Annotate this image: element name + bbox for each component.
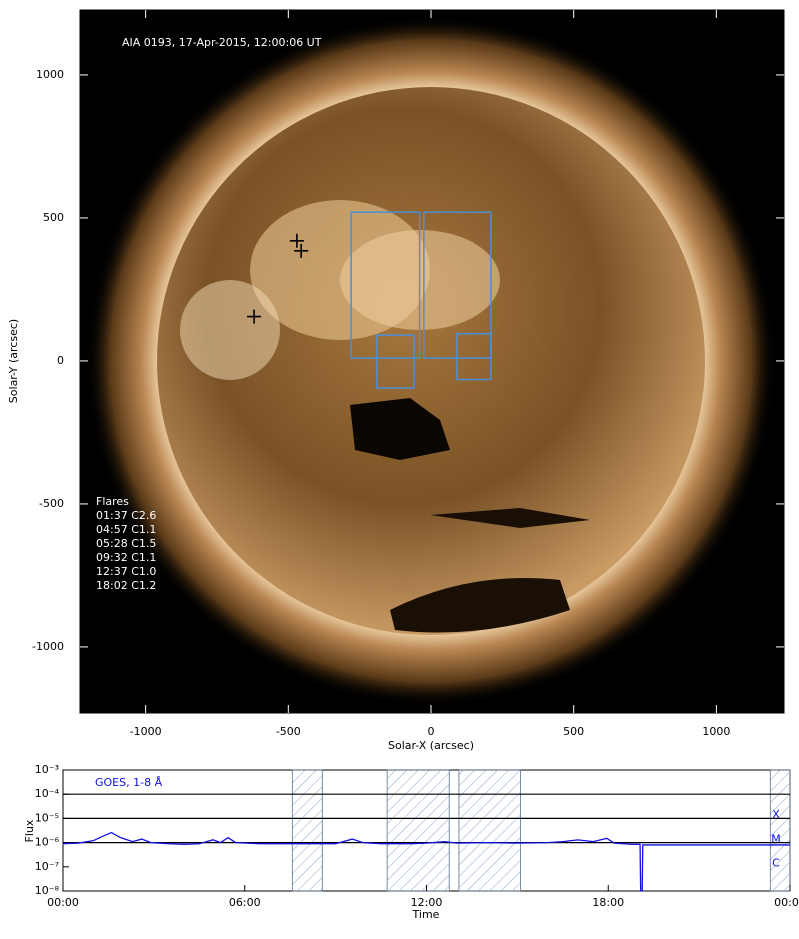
class-label: X xyxy=(772,808,780,821)
x-tick-label: 00:00 xyxy=(47,896,79,909)
coronal-hole xyxy=(350,398,450,460)
y-tick-label: 10⁻⁷ xyxy=(35,860,59,873)
flare-entry: 18:02 C1.2 xyxy=(96,579,156,592)
flux-line xyxy=(62,831,790,892)
coronal-hole xyxy=(390,578,570,633)
flare-entry: 12:37 C1.0 xyxy=(96,565,156,578)
class-label: M xyxy=(771,832,781,845)
image-title: AIA 0193, 17-Apr-2015, 12:00:06 UT xyxy=(122,36,322,49)
region-box xyxy=(455,333,492,381)
flare-entry: 01:37 C2.6 xyxy=(96,509,156,522)
coronal-hole xyxy=(430,508,590,528)
y-tick-label: 10⁻⁵ xyxy=(35,811,59,824)
y-tick-label: 0 xyxy=(57,354,64,367)
y-tick-label: -1000 xyxy=(32,640,64,653)
y-tick-label: 1000 xyxy=(36,68,64,81)
flare-marker xyxy=(294,243,309,258)
flare-entry: 04:57 C1.1 xyxy=(96,523,156,536)
flares-title: Flares xyxy=(96,495,129,508)
flare-marker xyxy=(289,233,304,248)
x-tick-label: 18:00 xyxy=(592,896,624,909)
region-box xyxy=(350,211,421,359)
x-tick-label: 12:00 xyxy=(411,896,443,909)
y-tick-label: 10⁻⁸ xyxy=(35,884,60,897)
sun-image xyxy=(86,16,776,706)
flare-entry: 09:32 C1.1 xyxy=(96,551,156,564)
shaded-interval xyxy=(291,769,323,892)
region-box xyxy=(376,334,415,389)
legend-label: GOES, 1-8 Å xyxy=(95,776,163,789)
x-tick-label: 06:00 xyxy=(229,896,261,909)
x-tick-label: -1000 xyxy=(130,725,162,738)
x-axis-label: Time xyxy=(412,908,440,921)
x-axis-label: Solar-X (arcsec) xyxy=(388,739,474,752)
image-frame xyxy=(79,9,785,714)
y-tick-label: 500 xyxy=(43,211,64,224)
y-axis-label: Solar-Y (arcsec) xyxy=(7,319,20,403)
shaded-interval xyxy=(386,769,450,892)
flare-entry: 05:28 C1.5 xyxy=(96,537,156,550)
class-label: C xyxy=(772,857,780,870)
y-tick-label: 10⁻³ xyxy=(35,763,59,776)
y-tick-label: 10⁻⁶ xyxy=(35,836,60,849)
x-tick-label: -500 xyxy=(276,725,301,738)
shaded-interval xyxy=(769,769,791,892)
x-tick-label: 00:00 xyxy=(774,896,799,909)
y-tick-label: 10⁻⁴ xyxy=(35,787,60,800)
shaded-interval xyxy=(458,769,521,892)
active-region xyxy=(180,280,280,380)
y-tick-label: -500 xyxy=(39,497,64,510)
flare-marker xyxy=(247,309,262,324)
x-tick-label: 0 xyxy=(428,725,435,738)
y-axis-label: Flux xyxy=(23,819,36,842)
x-tick-label: 1000 xyxy=(702,725,730,738)
x-tick-label: 500 xyxy=(563,725,584,738)
